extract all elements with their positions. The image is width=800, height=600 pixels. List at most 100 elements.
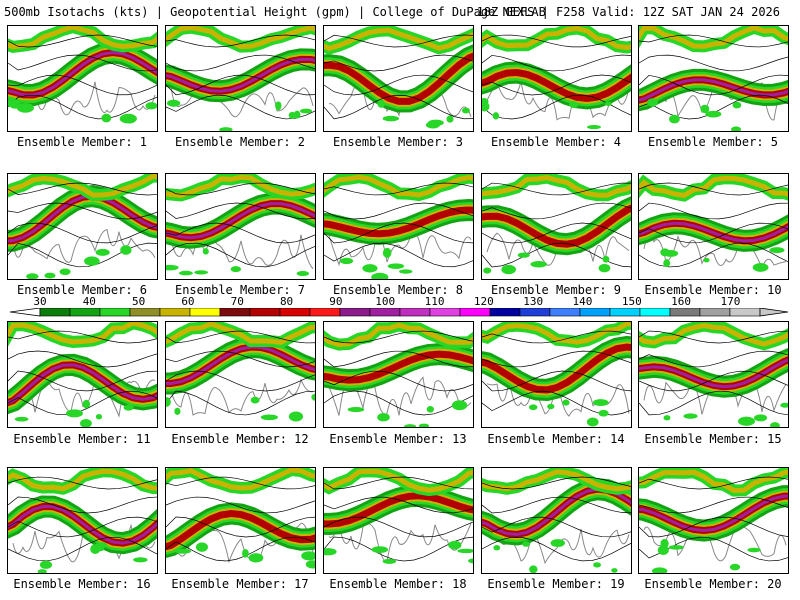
colorbar-swatch xyxy=(549,308,581,317)
ensemble-map-panel xyxy=(7,467,158,574)
colorbar-tick-label: 100 xyxy=(375,295,396,308)
colorbar-tick-label: 130 xyxy=(523,295,544,308)
ensemble-member-label: Ensemble Member: 19 xyxy=(487,577,625,591)
ensemble-map-panel xyxy=(165,25,316,132)
colorbar-tick-label: 110 xyxy=(424,295,445,308)
colorbar-swatch xyxy=(399,308,431,317)
ensemble-map-panel xyxy=(638,173,789,280)
isotach-map xyxy=(482,174,631,275)
ensemble-map-panel xyxy=(165,321,316,428)
header-title: 500mb Isotachs (kts) | Geopotential Heig… xyxy=(4,5,546,19)
isotach-map xyxy=(639,174,788,272)
ensemble-member-label: Ensemble Member: 9 xyxy=(490,283,622,297)
colorbar-swatch xyxy=(129,308,161,317)
colorbar-tick-label: 80 xyxy=(279,295,294,308)
isotach-map xyxy=(166,174,315,277)
ensemble-map-panel xyxy=(481,467,632,574)
colorbar-swatch xyxy=(609,308,641,317)
isotach-map xyxy=(166,322,315,422)
colorbar-swatch xyxy=(339,308,371,317)
ensemble-member-label: Ensemble Member: 8 xyxy=(332,283,464,297)
ensemble-member-label: Ensemble Member: 13 xyxy=(329,432,467,446)
colorbar-swatch xyxy=(249,308,281,317)
ensemble-map-panel xyxy=(323,467,474,574)
colorbar-swatch xyxy=(99,308,131,317)
ensemble-member-label: Ensemble Member: 3 xyxy=(332,135,464,149)
colorbar-tick-label: 90 xyxy=(329,295,343,308)
ensemble-map-panel xyxy=(638,25,789,132)
ensemble-member-label: Ensemble Member: 2 xyxy=(174,135,306,149)
isotach-map xyxy=(324,468,473,564)
ensemble-map-panel xyxy=(323,173,474,280)
ensemble-map-panel xyxy=(638,321,789,428)
header-run-info: 18Z GEFS | F258 Valid: 12Z SAT JAN 24 20… xyxy=(476,5,780,19)
isotach-map xyxy=(639,322,788,427)
ensemble-member-label: Ensemble Member: 1 xyxy=(16,135,148,149)
isotach-map xyxy=(324,174,473,279)
colorbar-swatch xyxy=(699,308,731,317)
ensemble-map-panel xyxy=(7,173,158,280)
colorbar-swatch xyxy=(519,308,551,317)
colorbar-low-arrow xyxy=(9,308,41,317)
colorbar-swatch xyxy=(429,308,461,317)
ensemble-map-panel xyxy=(323,25,474,132)
colorbar-swatch xyxy=(189,308,221,317)
isotach-map xyxy=(324,322,473,427)
ensemble-member-label: Ensemble Member: 5 xyxy=(647,135,779,149)
colorbar-swatch xyxy=(729,308,761,317)
isotach-map xyxy=(324,26,473,129)
isotach-map xyxy=(482,468,631,573)
ensemble-map-panel xyxy=(7,25,158,132)
ensemble-map-panel xyxy=(165,173,316,280)
isotach-map xyxy=(8,174,157,279)
colorbar-tick-label: 60 xyxy=(181,295,195,308)
isotach-map xyxy=(166,26,315,131)
ensemble-member-label: Ensemble Member: 12 xyxy=(171,432,309,446)
colorbar-tick-label: 120 xyxy=(473,295,494,308)
colorbar-swatch xyxy=(639,308,671,317)
ensemble-map-panel xyxy=(481,321,632,428)
isotach-map xyxy=(639,26,788,131)
colorbar-swatch xyxy=(279,308,311,317)
colorbar-swatch xyxy=(159,308,191,317)
isotach-map xyxy=(639,468,788,573)
ensemble-member-label: Ensemble Member: 4 xyxy=(490,135,622,149)
colorbar-swatch xyxy=(369,308,401,317)
ensemble-member-label: Ensemble Member: 18 xyxy=(329,577,467,591)
isotach-map xyxy=(166,468,315,569)
colorbar-tick-label: 70 xyxy=(230,295,244,308)
map-header: 500mb Isotachs (kts) | Geopotential Heig… xyxy=(4,3,796,21)
ensemble-member-label: Ensemble Member: 20 xyxy=(644,577,782,591)
colorbar-swatch xyxy=(579,308,611,317)
colorbar-swatch xyxy=(669,308,701,317)
ensemble-member-label: Ensemble Member: 14 xyxy=(487,432,625,446)
ensemble-member-label: Ensemble Member: 15 xyxy=(644,432,782,446)
ensemble-member-label: Ensemble Member: 6 xyxy=(16,283,148,297)
isotach-map xyxy=(8,468,157,573)
colorbar-tick-label: 50 xyxy=(132,295,146,308)
ensemble-map-panel xyxy=(481,173,632,280)
ensemble-map-panel xyxy=(165,467,316,574)
colorbar-swatch xyxy=(309,308,341,317)
ensemble-member-label: Ensemble Member: 7 xyxy=(174,283,306,297)
ensemble-member-label: Ensemble Member: 10 xyxy=(644,283,782,297)
isotach-map xyxy=(8,26,157,124)
isotach-map xyxy=(482,26,631,130)
colorbar-swatch xyxy=(219,308,251,317)
ensemble-member-label: Ensemble Member: 16 xyxy=(13,577,151,591)
isotach-colorbar: 30 40 50 60 70 80 90 100 110 120 130 140 150 160 170 xyxy=(0,296,800,320)
isotach-map xyxy=(8,322,157,427)
ensemble-map-panel xyxy=(638,467,789,574)
ensemble-member-label: Ensemble Member: 11 xyxy=(13,432,151,446)
colorbar-tick-label: 160 xyxy=(671,295,692,308)
ensemble-member-label: Ensemble Member: 17 xyxy=(171,577,309,591)
colorbar-high-arrow xyxy=(759,308,789,317)
colorbar-swatch xyxy=(459,308,491,317)
colorbar-swatch xyxy=(69,308,101,317)
colorbar-tick-label: 140 xyxy=(572,295,593,308)
isotach-map xyxy=(482,322,631,427)
colorbar-tick-label: 150 xyxy=(621,295,642,308)
colorbar-swatch xyxy=(489,308,521,317)
colorbar-tick-label: 30 xyxy=(33,295,47,308)
colorbar-tick-label: 170 xyxy=(720,295,741,308)
